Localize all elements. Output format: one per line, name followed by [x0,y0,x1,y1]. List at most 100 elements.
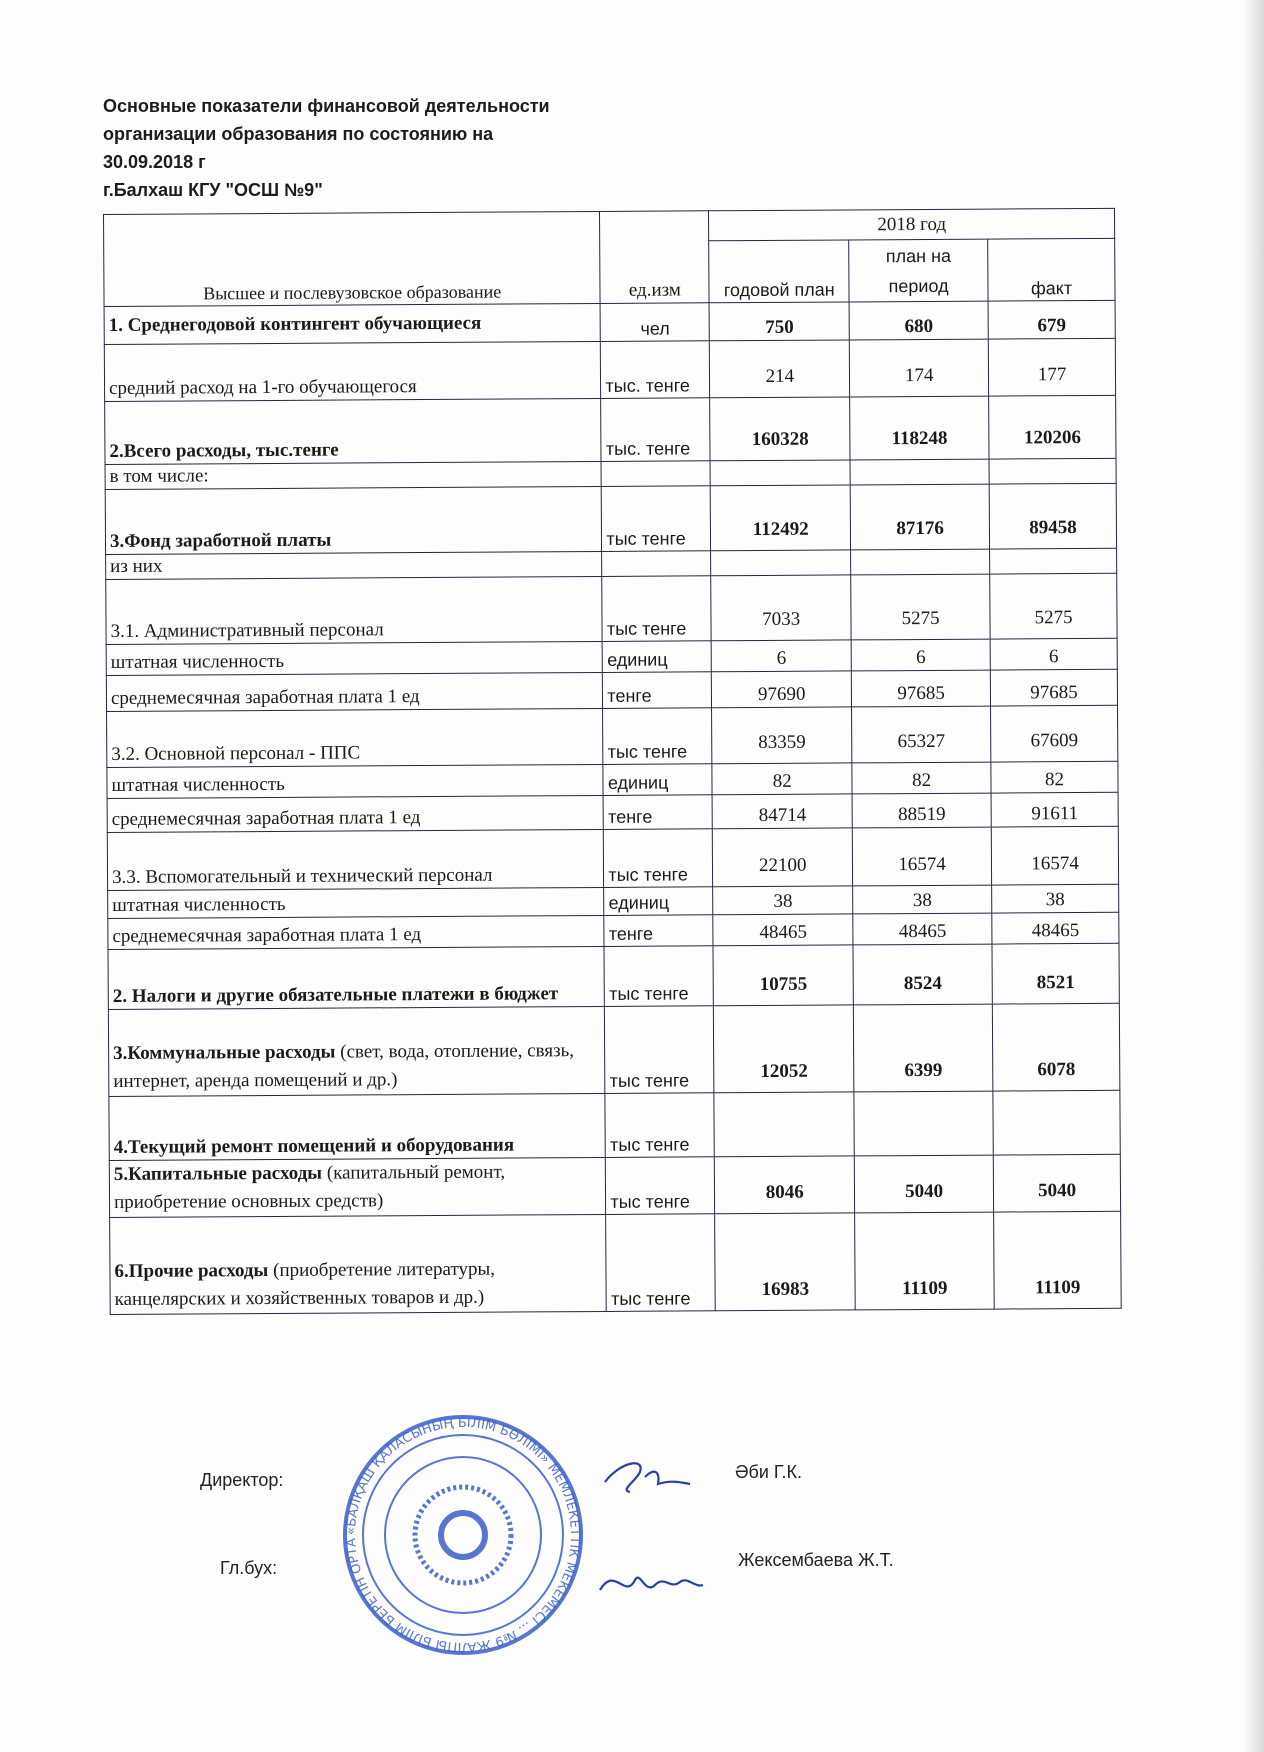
row-unit: тыс тенге [604,1005,715,1094]
header-period-plan: план на период [848,239,989,302]
row-label: среднемесячная заработная плата 1 ед [107,795,604,833]
row-unit [601,550,712,577]
cell-fact: 679 [988,300,1116,340]
cell-period-plan: 48465 [853,913,993,945]
cell-annual-plan [714,1091,855,1157]
row-label-bold: 6.Прочие расходы [114,1260,269,1282]
cell-fact: 11109 [993,1211,1122,1310]
cell-fact [989,458,1117,485]
row-unit: тыс тенге [605,1156,715,1215]
cell-period-plan: 97685 [851,670,991,707]
row-unit: тыс тенге [601,485,711,552]
table-row: среднемесячная заработная плата 1 ед тенг… [106,669,1118,712]
table-row: 4.Текущий ремонт помещений и оборудовани… [108,1090,1121,1161]
cell-annual-plan: 22100 [712,827,853,887]
cell-fact: 177 [988,338,1116,397]
cell-fact: 91611 [991,792,1119,828]
cell-annual-plan: 160328 [709,396,851,461]
row-unit: единиц [603,763,713,796]
cell-fact: 67609 [990,705,1118,763]
cell-fact: 120206 [988,395,1117,460]
cell-period-plan: 11109 [854,1212,995,1310]
cell-period-plan: 118248 [849,396,990,460]
row-label: 2. Налоги и другие обязательные платежи … [107,946,605,1010]
row-unit: тыс тенге [602,575,712,642]
row-unit: тыс тенге [606,1213,716,1312]
cell-annual-plan: 12052 [713,1004,855,1093]
title-line: организации образования по состоянию на [103,124,494,144]
accountant-signature [599,1576,704,1591]
cell-annual-plan: 97690 [711,670,852,708]
row-label: 1. Среднегодовой контингент обучающиеся [104,303,601,345]
header-year: 2018 год [708,208,1115,241]
header-fact: факт [987,238,1116,302]
cell-fact [992,1090,1121,1156]
table-row: 3.3. Вспомогательный и технический персо… [107,826,1119,891]
row-label: 3.Фонд заработной платы [105,486,602,555]
cell-period-plan: 87176 [850,484,990,550]
row-unit: чел [600,302,710,342]
cell-period-plan: 65327 [851,706,991,763]
table-row: 2. Налоги и другие обязательные платежи … [107,943,1120,1010]
cell-annual-plan [710,459,851,486]
cell-fact: 48465 [991,912,1119,945]
row-label: 3.Коммунальные расходы (свет, вода, отоп… [108,1006,606,1097]
row-unit: тенге [604,914,714,947]
title-line: г.Балхаш КГУ "ОСШ №9" [103,180,323,200]
table-row: 1. Среднегодовой контингент обучающиеся ч… [104,300,1116,345]
row-label-bold: 5.Капитальные расходы [113,1162,323,1185]
cell-fact: 8521 [992,943,1120,1005]
table-row: 3.Фонд заработной платы тыс тенге 112492 87… [105,483,1117,555]
cell-period-plan: 5040 [854,1155,994,1213]
cell-fact: 89458 [989,483,1117,550]
row-label: 2.Всего расходы, тыс.тенге [104,398,602,465]
row-label: штатная численность [106,641,603,676]
table-row: 3.Коммунальные расходы (свет, вода, отоп… [108,1003,1120,1097]
row-label: среднемесячная заработная плата 1 ед [106,672,603,712]
cell-period-plan [854,1091,994,1156]
row-unit: тыс. тенге [600,340,710,399]
cell-fact [989,548,1117,575]
row-unit [601,460,711,487]
cell-annual-plan: 83359 [711,706,853,764]
accountant-name: Жексембаева Ж.Т. [738,1550,894,1570]
table-row: 3.1. Административный персонал тыс тенге 7… [105,573,1118,645]
cell-annual-plan: 750 [709,301,850,341]
row-unit: единиц [604,886,714,916]
row-unit: тыс. тенге [601,397,711,462]
cell-annual-plan: 6 [711,639,852,672]
title-line: 30.09.2018 г [103,152,206,172]
header-annual-plan: годовой план [709,239,850,303]
official-stamp: «БАЛҚАШ ҚАЛАСЫНЫҢ БІЛІМ БӨЛІМІ» МЕМЛЕКЕТ… [340,1412,583,1655]
cell-fact: 82 [990,761,1119,794]
director-name: Әби Г.К. [735,1462,802,1482]
cell-fact: 6 [990,638,1118,671]
row-label: 5.Капитальные расходы (капитальный ремон… [109,1157,607,1218]
cell-annual-plan: 7033 [711,574,852,641]
cell-annual-plan: 16983 [714,1212,856,1311]
cell-period-plan: 16574 [852,827,992,886]
row-unit: тенге [603,794,713,830]
table-row: 5.Капитальные расходы (капитальный ремон… [109,1154,1121,1218]
cell-period-plan: 680 [849,301,989,340]
cell-period-plan [850,549,990,575]
table-row: 2.Всего расходы, тыс.тенге тыс. тенге 1603… [104,395,1117,465]
cell-fact: 5040 [993,1154,1121,1213]
cell-period-plan: 5275 [850,574,991,640]
cell-period-plan: 6 [851,639,991,671]
header-indicator: Высшее и послевузовское образование [103,211,601,307]
scan-edge-shadow [1242,0,1264,1752]
cell-annual-plan: 112492 [710,484,851,551]
header-unit: ед.изм [599,210,710,304]
title-line: Основные показатели финансовой деятельно… [103,96,550,116]
cell-period-plan: 38 [852,885,992,914]
cell-fact: 6078 [992,1003,1120,1092]
table-row: средний расход на 1-го обучающегося тыс. … [104,338,1116,402]
row-label: средний расход на 1-го обучающегося [104,341,602,402]
cell-period-plan: 88519 [852,793,992,828]
cell-annual-plan: 8046 [714,1155,855,1214]
cell-annual-plan: 10755 [713,944,854,1006]
cell-period-plan: 8524 [853,944,993,1005]
table-row: 6.Прочие расходы (приобретение литератур… [109,1211,1122,1315]
cell-fact: 38 [991,884,1119,914]
